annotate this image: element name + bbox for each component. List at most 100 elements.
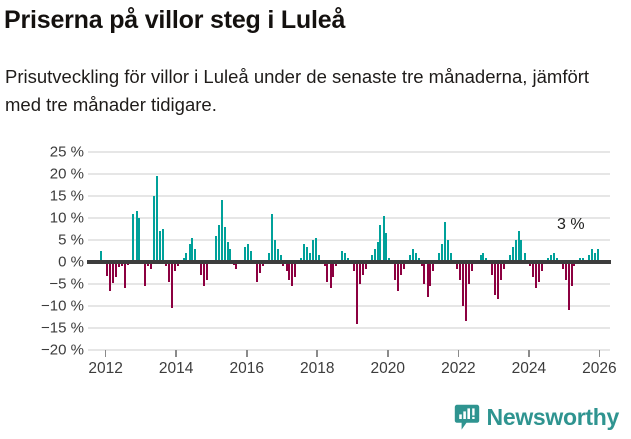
- bar: [341, 251, 344, 262]
- bar: [138, 218, 141, 262]
- x-axis-tick-label: 2016: [229, 360, 264, 377]
- bar: [555, 257, 558, 262]
- bar: [335, 262, 338, 266]
- bar: [494, 262, 497, 295]
- x-axis-tick: [104, 350, 107, 357]
- bar: [285, 262, 288, 271]
- bar: [400, 262, 403, 276]
- bar: [153, 196, 156, 262]
- bar: [100, 250, 103, 262]
- bar: [370, 255, 373, 262]
- bar: [467, 262, 470, 284]
- bar: [276, 248, 279, 262]
- bar: [438, 253, 441, 262]
- bar: [114, 262, 117, 278]
- bar: [259, 262, 262, 273]
- x-axis-tick-label: 2026: [582, 360, 617, 377]
- gridline: [88, 239, 610, 241]
- bar: [220, 200, 223, 262]
- bar: [385, 233, 388, 262]
- bar: [520, 240, 523, 262]
- gridline: [88, 283, 610, 285]
- bar: [441, 244, 444, 262]
- y-axis-tick-label: 0 %: [58, 253, 84, 271]
- bar: [470, 262, 473, 271]
- bar: [552, 253, 555, 262]
- bar: [112, 262, 115, 284]
- bar: [582, 258, 585, 262]
- bar: [255, 262, 258, 282]
- bar: [482, 253, 485, 262]
- logo-text: Newsworthy: [486, 404, 620, 430]
- x-axis-tick: [316, 350, 319, 357]
- bar: [176, 262, 179, 267]
- bar: [344, 253, 347, 262]
- bar: [308, 253, 311, 262]
- bar: [156, 176, 159, 262]
- x-axis-tick: [245, 350, 248, 357]
- x-axis-tick: [175, 350, 177, 357]
- bar: [356, 262, 359, 324]
- y-axis-tick-label: 10 %: [49, 209, 84, 227]
- bar: [247, 244, 250, 262]
- bar: [270, 213, 273, 262]
- x-axis-tick-label: 2022: [441, 360, 476, 377]
- chart-subtitle: Prisutveckling för villor i Luleå under …: [5, 66, 590, 115]
- x-axis-tick-label: 2020: [370, 360, 406, 377]
- gridline: [88, 173, 610, 175]
- bar: [182, 257, 185, 262]
- bar: [379, 224, 382, 262]
- bar: [417, 258, 420, 262]
- bar: [223, 226, 226, 262]
- bar: [538, 262, 541, 282]
- bar: [147, 262, 150, 267]
- bar: [449, 253, 452, 262]
- zero-line: [87, 260, 611, 264]
- bar: [529, 262, 532, 267]
- bar: [326, 262, 329, 282]
- bar: [132, 213, 135, 262]
- y-axis-tick-label: 25 %: [49, 143, 84, 161]
- bar: [479, 255, 482, 262]
- bar: [162, 229, 165, 262]
- bar: [561, 262, 564, 269]
- bar: [546, 258, 549, 262]
- bar: [432, 262, 435, 271]
- x-axis-tick-label: 2024: [511, 360, 547, 377]
- bar: [300, 257, 303, 262]
- bar: [158, 231, 161, 262]
- bar: [444, 222, 447, 262]
- bar: [314, 237, 317, 262]
- bar: [485, 257, 488, 262]
- x-axis-tick: [598, 350, 601, 357]
- bar: [388, 257, 391, 262]
- gridline: [88, 349, 610, 351]
- gridline: [88, 327, 610, 329]
- bar: [118, 262, 121, 268]
- bar: [123, 262, 126, 289]
- y-axis-tick-label: −20 %: [41, 341, 84, 359]
- bar: [329, 262, 332, 289]
- x-axis-tick-label: 2012: [88, 360, 123, 377]
- bar: [517, 231, 520, 262]
- bar: [397, 262, 400, 291]
- bar: [312, 240, 315, 262]
- bar: [150, 262, 153, 269]
- x-axis-tick: [457, 350, 460, 357]
- gridline: [88, 195, 610, 197]
- bar: [588, 255, 591, 262]
- bar: [288, 262, 291, 280]
- bar: [164, 262, 167, 266]
- bar: [303, 244, 306, 262]
- bar: [144, 262, 147, 287]
- bar: [500, 262, 502, 280]
- bar: [579, 257, 582, 262]
- bar: [461, 262, 464, 306]
- bar: [508, 255, 511, 262]
- bar: [185, 253, 188, 262]
- bar: [567, 262, 570, 311]
- bar: [411, 248, 414, 262]
- x-axis-tick-label: 2014: [158, 360, 194, 377]
- bar: [403, 262, 406, 269]
- bar: [200, 262, 203, 276]
